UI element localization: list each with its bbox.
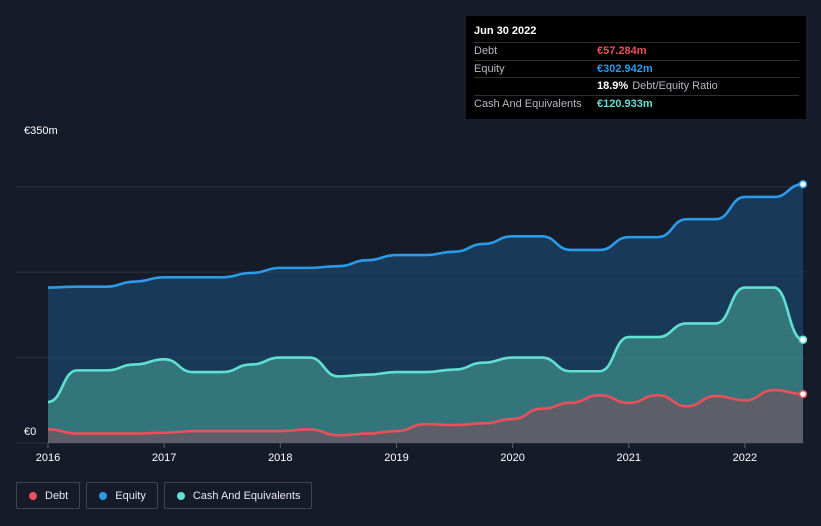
x-tick-label: 2016 bbox=[36, 452, 60, 464]
series-endpoints bbox=[798, 179, 808, 399]
legend: Debt Equity Cash And Equivalents bbox=[16, 482, 318, 509]
line-debt bbox=[47, 388, 804, 437]
tooltip-equity-value: €302.942m bbox=[597, 62, 653, 75]
endpoint-equity bbox=[798, 179, 808, 189]
legend-label: Debt bbox=[45, 489, 69, 502]
legend-label: Cash And Equivalents bbox=[192, 489, 301, 502]
debt-dot-icon bbox=[29, 491, 37, 500]
series-lines bbox=[47, 182, 804, 437]
y-axis-label-zero: €0 bbox=[24, 426, 36, 438]
equity-dot-icon bbox=[99, 491, 108, 500]
tooltip-cash-value: €120.933m bbox=[597, 97, 653, 110]
legend-item-cash[interactable]: Cash And Equivalents bbox=[163, 482, 313, 509]
x-tick-label: 2019 bbox=[384, 452, 408, 464]
area-debt bbox=[48, 390, 803, 443]
series-areas bbox=[48, 184, 803, 443]
legend-label: Equity bbox=[115, 489, 146, 502]
tooltip-label: Debt bbox=[474, 45, 498, 57]
tooltip-row-ratio: 18.9% Debt/Equity Ratio bbox=[474, 77, 799, 95]
x-tick-label: 2018 bbox=[268, 452, 292, 464]
x-tick-label: 2020 bbox=[500, 452, 524, 464]
tooltip-row-debt: Debt €57.284m bbox=[474, 42, 799, 60]
x-tick-label: 2017 bbox=[152, 452, 176, 464]
tooltip-label: Equity bbox=[474, 62, 505, 75]
tooltip-date: Jun 30 2022 bbox=[474, 25, 537, 37]
x-tick-label: 2021 bbox=[617, 452, 641, 464]
tooltip-panel: Jun 30 2022 Debt €57.284m Equity €302.94… bbox=[466, 16, 806, 119]
tooltip-label: Cash And Equivalents bbox=[474, 97, 582, 110]
cash-dot-icon bbox=[176, 491, 185, 500]
line-cash-and-equivalents bbox=[47, 286, 804, 404]
tooltip-label bbox=[474, 78, 597, 95]
y-axis-label-max: €350m bbox=[24, 125, 58, 137]
tooltip-row-equity: Equity €302.942m bbox=[474, 59, 799, 78]
x-axis: 2016 2017 2018 2019 2020 2021 2022 bbox=[36, 443, 757, 464]
line-equity bbox=[47, 182, 804, 289]
x-tick-label: 2022 bbox=[733, 452, 757, 464]
tooltip-ratio-value: 18.9% bbox=[597, 80, 629, 92]
tooltip-debt-value: €57.284m bbox=[597, 45, 647, 57]
endpoint-debt bbox=[798, 389, 808, 399]
tooltip-row-cash: Cash And Equivalents €120.933m bbox=[474, 94, 799, 113]
tooltip-ratio-label: Debt/Equity Ratio bbox=[632, 80, 718, 92]
endpoint-cash-and-equivalents bbox=[798, 335, 808, 344]
legend-item-debt[interactable]: Debt bbox=[16, 482, 81, 509]
legend-item-equity[interactable]: Equity bbox=[86, 482, 158, 509]
